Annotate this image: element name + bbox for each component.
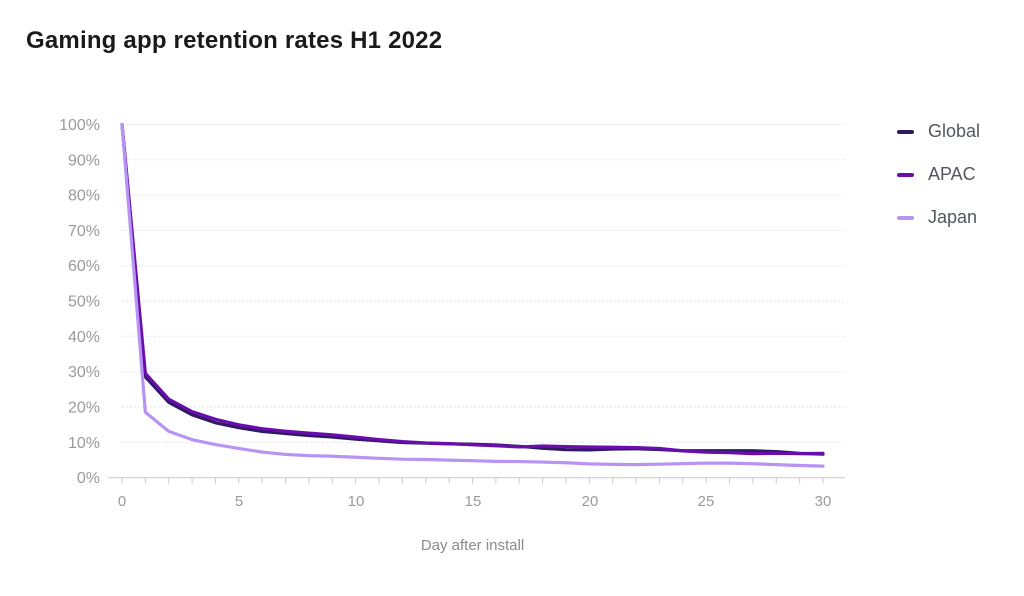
svg-text:40%: 40%: [68, 329, 100, 346]
svg-text:70%: 70%: [68, 223, 100, 240]
svg-text:0: 0: [118, 493, 126, 510]
svg-text:20: 20: [582, 493, 599, 510]
svg-text:10%: 10%: [68, 435, 100, 452]
svg-text:50%: 50%: [68, 294, 100, 311]
svg-text:60%: 60%: [68, 258, 100, 275]
svg-text:5: 5: [235, 493, 243, 510]
svg-text:15: 15: [465, 493, 482, 510]
svg-text:20%: 20%: [68, 399, 100, 416]
svg-text:0%: 0%: [77, 470, 100, 487]
svg-text:30: 30: [815, 493, 832, 510]
svg-text:10: 10: [348, 493, 365, 510]
svg-text:90%: 90%: [68, 152, 100, 169]
svg-text:30%: 30%: [68, 364, 100, 381]
svg-text:25: 25: [698, 493, 715, 510]
svg-text:100%: 100%: [59, 117, 100, 134]
svg-text:80%: 80%: [68, 188, 100, 205]
